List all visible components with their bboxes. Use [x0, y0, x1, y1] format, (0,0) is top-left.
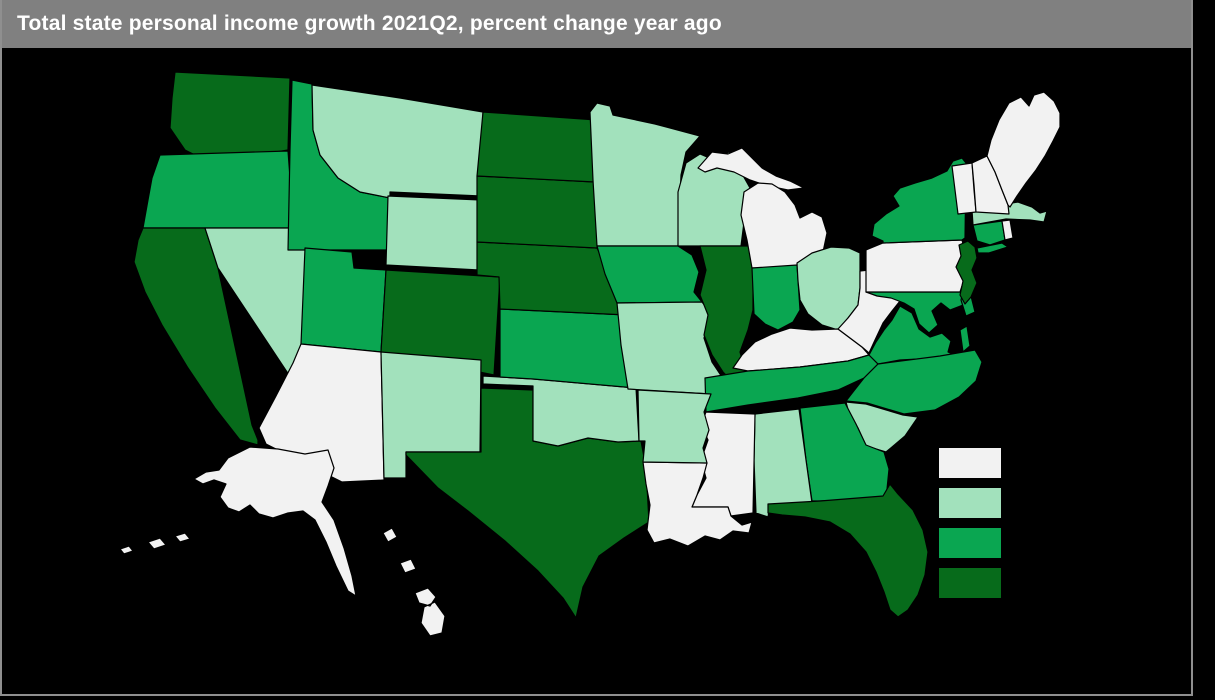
- state-ri: [1001, 219, 1014, 241]
- legend-swatch-low: [939, 488, 1001, 518]
- state-co: [380, 269, 501, 376]
- color-legend: [939, 448, 1001, 608]
- state-ny-long-island: [976, 242, 1009, 254]
- state-ak-aleutians: [119, 532, 191, 555]
- state-ct: [972, 220, 1006, 246]
- state-mn: [589, 102, 701, 247]
- state-mi-upper-peninsula: [697, 147, 805, 191]
- state-nj: [955, 240, 978, 305]
- state-nd: [476, 111, 598, 183]
- legend-swatch-highest: [939, 568, 1001, 598]
- state-fl: [767, 483, 929, 618]
- state-md: [865, 291, 964, 334]
- state-ak: [193, 446, 357, 597]
- state-mi-lower-peninsula: [740, 182, 828, 269]
- state-ny: [871, 157, 967, 244]
- state-la: [642, 461, 753, 547]
- state-pa: [865, 239, 966, 293]
- legend-swatch-high: [939, 528, 1001, 558]
- state-va-eastern-shore: [959, 325, 971, 353]
- legend-swatch-lowest: [939, 448, 1001, 478]
- state-sd: [476, 175, 602, 249]
- state-hi: [382, 527, 446, 637]
- state-or: [142, 150, 298, 229]
- state-wy: [385, 195, 482, 271]
- page-title: Total state personal income growth 2021Q…: [17, 12, 722, 35]
- state-me: [986, 91, 1061, 208]
- state-ut: [300, 247, 387, 353]
- state-wa: [169, 71, 291, 161]
- state-in: [751, 264, 801, 331]
- state-nc: [845, 349, 983, 415]
- state-mt: [311, 83, 484, 199]
- title-bar: Total state personal income growth 2021Q…: [2, 0, 1191, 48]
- state-ca: [133, 227, 259, 446]
- state-ks: [499, 308, 637, 389]
- state-ar: [637, 389, 712, 464]
- state-ia: [596, 245, 703, 304]
